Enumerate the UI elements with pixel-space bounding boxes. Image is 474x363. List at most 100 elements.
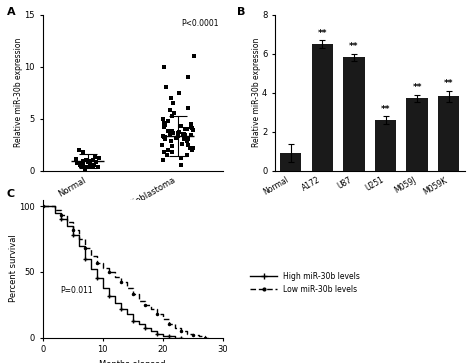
Point [168,114,176,119]
Point [160,64,168,69]
Point [76,163,84,168]
Point [76,162,84,167]
Point [177,155,185,161]
Text: **: ** [349,42,359,51]
Point [183,126,191,132]
Point [87,164,94,170]
Point [162,85,170,90]
Point [174,130,182,136]
Point [77,160,84,166]
Point [160,149,167,155]
Point [184,74,191,80]
Point [76,162,83,167]
Point [181,131,188,137]
Point [184,142,191,147]
Point [73,160,81,166]
Point [76,163,83,168]
Text: P<0.0001: P<0.0001 [182,19,219,28]
Bar [280,153,301,171]
Point [95,155,102,161]
Point [178,140,185,146]
Point [188,125,196,131]
Point [91,154,99,160]
Point [168,149,175,155]
Point [75,147,83,153]
Point [189,145,197,151]
Point [166,107,174,113]
Bar [375,120,396,171]
Point [187,124,194,130]
Point [160,124,167,130]
Point [175,90,183,95]
Text: P=0.011: P=0.011 [61,286,93,295]
Text: B: B [237,7,246,17]
Point [77,164,85,170]
Point [180,136,188,142]
Point [168,130,175,136]
Y-axis label: Relative miR-30b expression: Relative miR-30b expression [252,38,261,147]
Text: **: ** [412,83,422,92]
Point [164,147,172,153]
Y-axis label: Relative miR-30b expression: Relative miR-30b expression [14,38,23,147]
Bar [406,98,428,171]
Point [184,105,192,111]
X-axis label: Months elapsed: Months elapsed [100,360,166,363]
Point [183,152,191,158]
Point [89,157,96,163]
Point [164,118,172,123]
Point [174,133,182,139]
Point [177,163,184,168]
Point [83,164,91,170]
Point [86,163,94,168]
Bar [438,97,459,171]
Bar [311,44,333,171]
Point [183,139,191,144]
Point [161,120,168,126]
Point [81,164,88,170]
Point [79,158,87,164]
Point [163,152,171,158]
Text: **: ** [318,29,327,37]
Point [179,131,187,137]
Point [172,135,180,141]
Text: C: C [7,189,15,199]
Point [189,147,196,153]
Y-axis label: Percent survival: Percent survival [9,235,18,302]
Point [81,166,89,171]
Point [186,145,193,151]
Point [94,164,102,170]
Point [187,132,195,138]
Bar [343,57,365,171]
Point [91,162,98,168]
Point [84,159,92,165]
Point [169,130,177,136]
Point [184,136,192,142]
Text: **: ** [444,79,454,88]
Point [159,116,167,122]
Point [86,158,94,164]
Point [82,157,90,163]
Point [177,123,185,129]
Point [162,134,169,140]
Point [84,159,92,165]
Point [182,132,189,138]
Point [162,122,169,128]
Point [175,129,183,135]
Point [92,159,100,165]
Text: A: A [7,7,15,17]
Point [168,143,176,148]
Point [160,134,168,140]
Legend: High miR-30b levels, Low miR-30b levels: High miR-30b levels, Low miR-30b levels [250,272,360,294]
Point [159,133,166,139]
Point [168,139,175,144]
Point [189,127,197,133]
Point [164,128,171,134]
Point [159,157,167,163]
Point [89,164,97,170]
Point [168,128,176,134]
Point [79,160,87,166]
Point [73,156,80,162]
Point [188,121,195,127]
Point [166,131,174,137]
Point [170,110,178,116]
